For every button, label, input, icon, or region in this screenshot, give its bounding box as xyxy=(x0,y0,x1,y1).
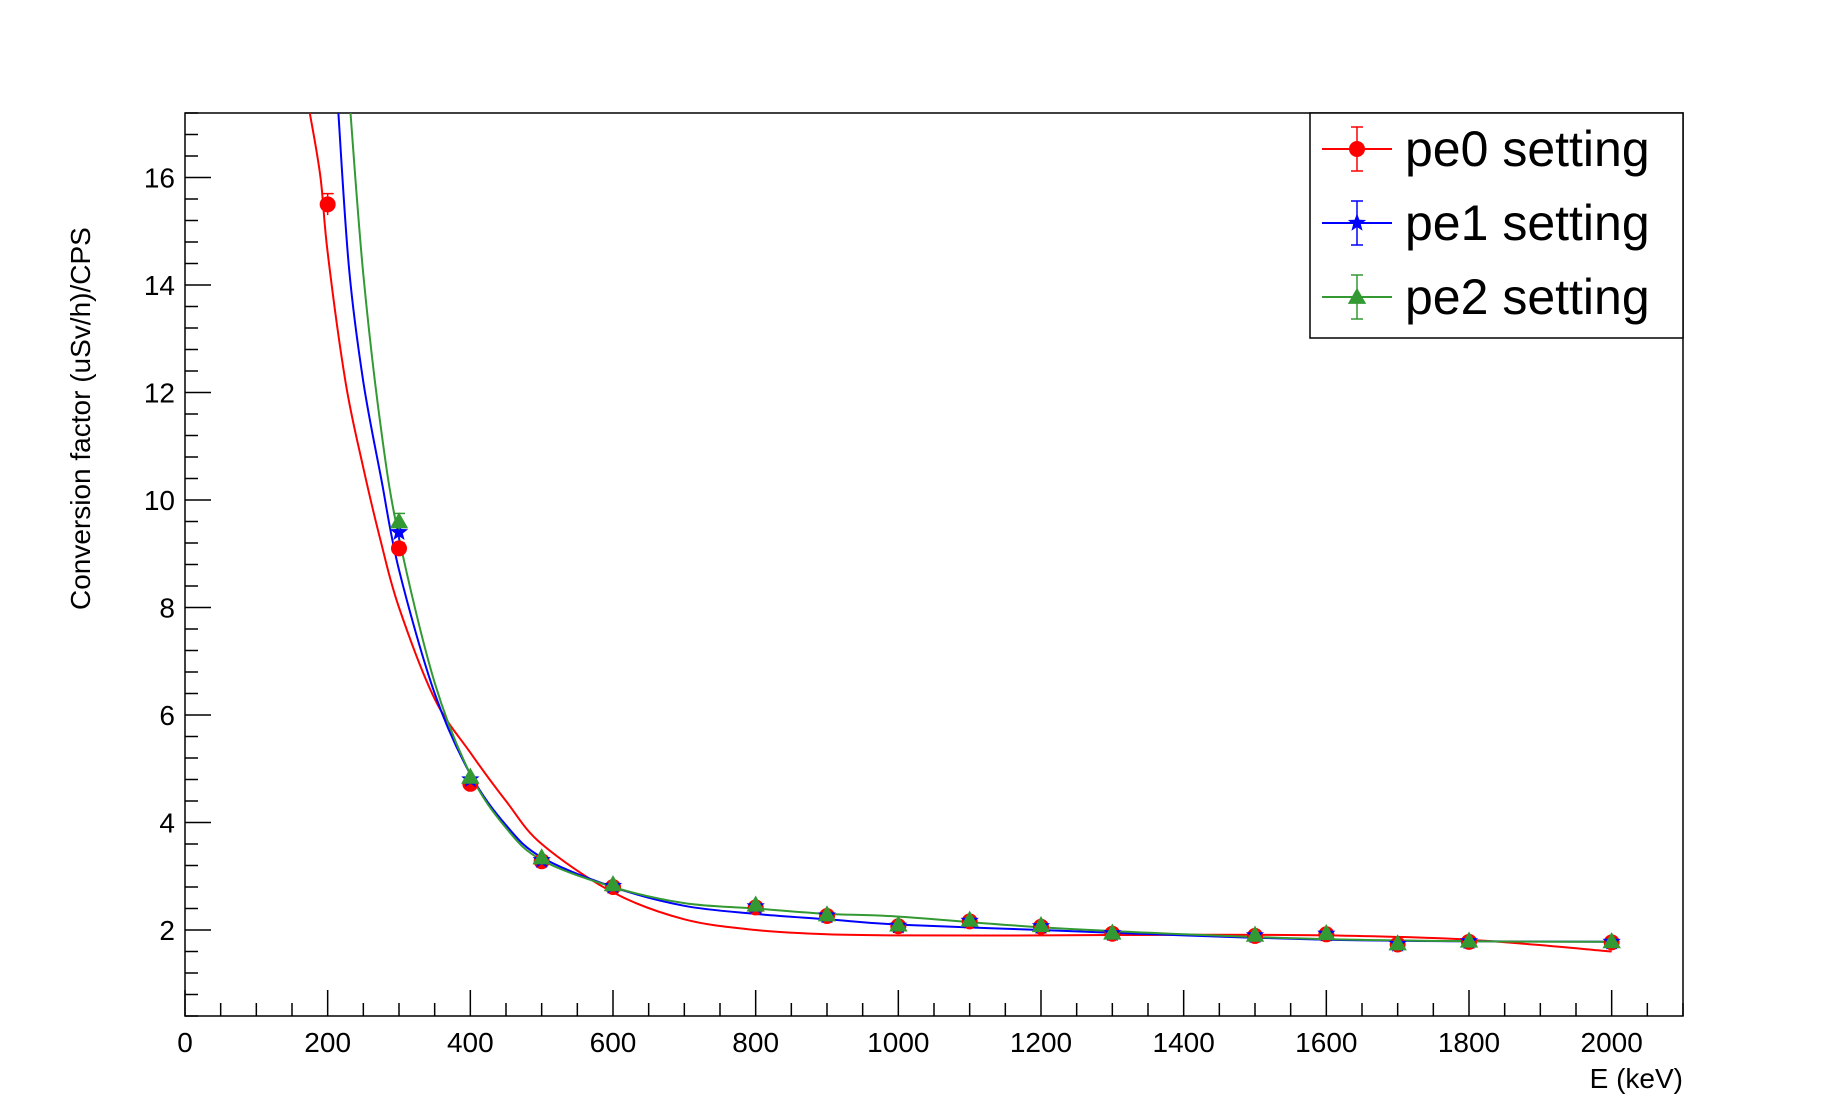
data-point-2 xyxy=(960,910,979,927)
y-axis-title: Conversion factor (uSv/h)/CPS xyxy=(65,227,96,610)
y-tick-label: 14 xyxy=(144,270,175,301)
data-point-2 xyxy=(532,848,551,865)
legend-label: pe2 setting xyxy=(1405,269,1650,325)
data-point-2 xyxy=(603,875,623,892)
data-point-2 xyxy=(461,767,480,784)
x-tick-label: 1600 xyxy=(1295,1027,1357,1058)
legend-marker xyxy=(1349,141,1365,157)
data-point-1 xyxy=(389,522,409,540)
legend-box xyxy=(1309,112,1684,339)
x-axis: 0 200 400 600 800 1000 1200 1400 1600 1800 2000 xyxy=(177,990,1684,1058)
data-point-0 xyxy=(391,540,407,557)
data-point-2 xyxy=(817,905,837,922)
data-point-2 xyxy=(1245,925,1265,942)
y-axis: 2 4 6 8 10 12 14 16 xyxy=(144,112,211,1017)
y-tick-label: 4 xyxy=(159,808,175,839)
legend-marker xyxy=(1347,213,1367,231)
x-axis-title: E (keV) xyxy=(1590,1063,1683,1094)
legend-label: pe0 setting xyxy=(1405,121,1650,177)
data-point-2 xyxy=(389,512,409,529)
y-tick-label: 2 xyxy=(159,915,175,946)
fit-curve-2 xyxy=(349,112,1612,943)
data-point-2 xyxy=(1103,923,1122,940)
x-tick-label: 800 xyxy=(732,1027,779,1058)
data-point-0 xyxy=(319,196,336,213)
fit-curves xyxy=(308,112,1612,953)
data-point-2 xyxy=(1459,931,1479,948)
x-tick-label: 1000 xyxy=(867,1027,929,1058)
y-tick-label: 8 xyxy=(159,593,175,624)
x-tick-label: 600 xyxy=(590,1027,637,1058)
y-tick-label: 16 xyxy=(144,163,175,194)
data-point-2 xyxy=(1031,915,1051,933)
data-point-2 xyxy=(1317,924,1336,941)
x-tick-label: 2000 xyxy=(1581,1027,1643,1058)
y-tick-label: 12 xyxy=(144,378,175,409)
y-tick-label: 10 xyxy=(144,485,175,516)
data-point-2 xyxy=(1602,932,1621,949)
x-tick-label: 1400 xyxy=(1153,1027,1215,1058)
x-tick-label: 0 xyxy=(177,1027,193,1058)
data-point-2 xyxy=(1388,934,1407,951)
x-tick-label: 200 xyxy=(304,1027,351,1058)
legend: pe0 setting pe1 setting pe2 setting xyxy=(1309,112,1684,339)
legend-label: pe1 setting xyxy=(1405,195,1650,251)
data-points xyxy=(319,192,1621,953)
legend-marker xyxy=(1347,287,1367,304)
y-tick-label: 6 xyxy=(159,700,175,731)
x-tick-label: 1200 xyxy=(1010,1027,1072,1058)
data-point-2 xyxy=(889,915,908,932)
data-point-2 xyxy=(746,895,765,912)
x-tick-label: 1800 xyxy=(1438,1027,1500,1058)
x-tick-label: 400 xyxy=(447,1027,494,1058)
